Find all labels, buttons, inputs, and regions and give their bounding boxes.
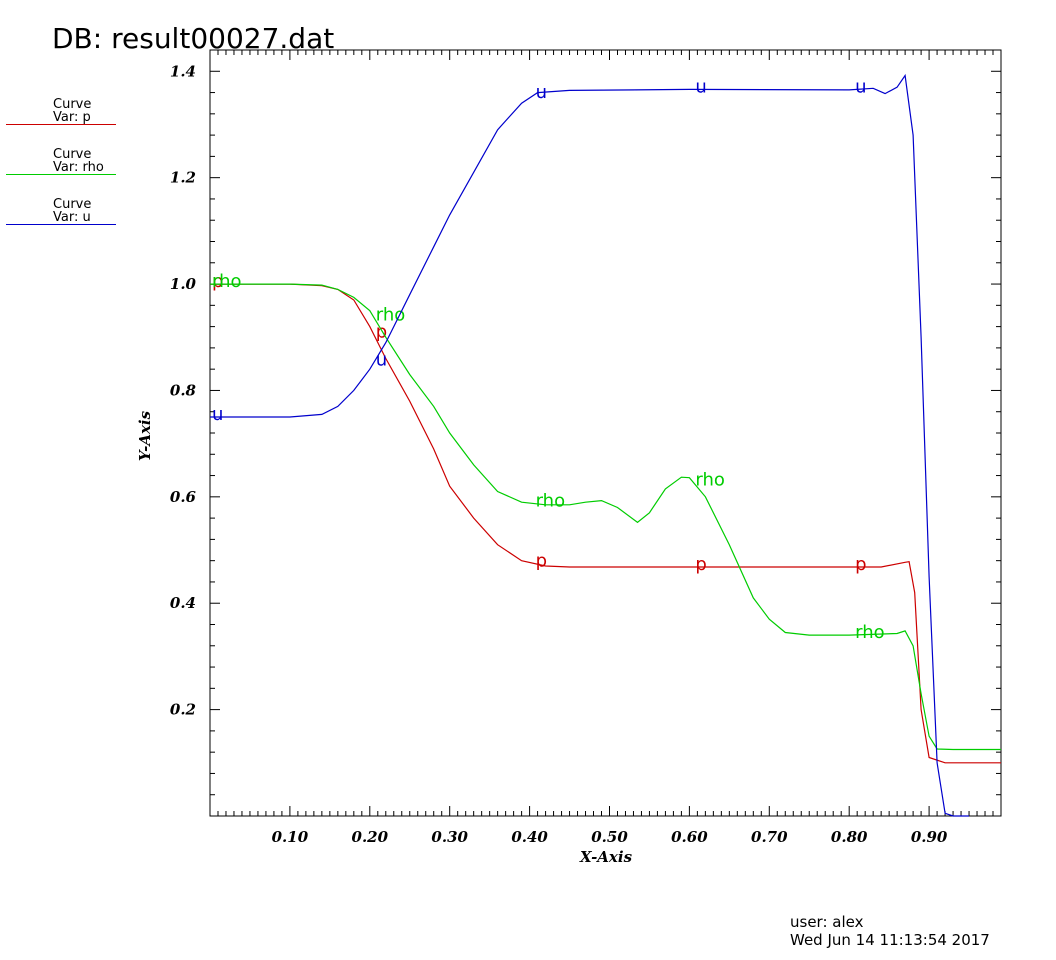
curve-marker-rho: rho bbox=[695, 469, 725, 490]
user-name: user: alex bbox=[790, 913, 864, 931]
legend-label-line1: Curve bbox=[53, 97, 92, 112]
series-line-u bbox=[210, 73, 969, 817]
curve-marker-u: u bbox=[855, 77, 866, 98]
legend-label-line2: Var: p bbox=[53, 110, 91, 125]
y-tick-label: 0.6 bbox=[170, 488, 197, 506]
y-tick-label: 0.2 bbox=[170, 701, 196, 719]
curve-marker-u: u bbox=[376, 350, 387, 371]
series-line-p bbox=[210, 283, 1001, 764]
legend-swatch-rho bbox=[6, 174, 116, 175]
curve-marker-u: u bbox=[212, 404, 223, 425]
y-tick-label: 0.8 bbox=[170, 381, 197, 399]
curve-marker-rho: rho bbox=[376, 304, 406, 325]
x-tick-label: 0.50 bbox=[591, 828, 628, 846]
curve-marker-p: p bbox=[376, 322, 387, 343]
legend-entry-rho: Curve Var: rho bbox=[4, 148, 116, 182]
x-tick-label: 0.30 bbox=[431, 828, 468, 846]
x-tick-label: 0.40 bbox=[511, 828, 548, 846]
legend-swatch-u bbox=[6, 224, 116, 225]
plot-frame bbox=[209, 49, 1002, 817]
user-stamp: user: alex Wed Jun 14 11:13:54 2017 bbox=[790, 913, 990, 949]
plot-axes: 0.10 0.20 0.30 0.40 0.50 0.60 0.70 0.80 0.90 0.2 0… bbox=[170, 49, 1002, 846]
x-tick-label: 0.80 bbox=[831, 828, 868, 846]
legend-label-line1: Curve bbox=[53, 197, 92, 212]
curve-marker-rho: rho bbox=[855, 622, 885, 643]
series-line-rho bbox=[210, 283, 1001, 751]
curve-marker-u: u bbox=[695, 76, 706, 97]
y-tick-label: 1.2 bbox=[170, 169, 196, 187]
y-tick-label: 1.4 bbox=[170, 62, 196, 80]
legend-label-line2: Var: rho bbox=[53, 160, 104, 175]
curve-marker-rho: rho bbox=[212, 271, 242, 292]
timestamp: Wed Jun 14 11:13:54 2017 bbox=[790, 931, 990, 949]
curve-marker-p: p bbox=[536, 550, 547, 571]
legend-label-line1: Curve bbox=[53, 147, 92, 162]
x-tick-label: 0.60 bbox=[671, 828, 708, 846]
legend-entry-u: Curve Var: u bbox=[4, 198, 116, 232]
curve-marker-p: p bbox=[212, 271, 223, 292]
y-axis-title: Y-Axis bbox=[136, 410, 154, 461]
y-tick-label: 1.0 bbox=[170, 275, 197, 293]
x-tick-label: 0.90 bbox=[911, 828, 948, 846]
legend-entry-p: Curve Var: p bbox=[4, 98, 116, 132]
y-tick-label: 0.4 bbox=[170, 594, 196, 612]
legend-swatch-p bbox=[6, 124, 116, 125]
curve-marker-p: p bbox=[855, 554, 866, 575]
legend-label-line2: Var: u bbox=[53, 210, 91, 225]
curve-marker-u: u bbox=[536, 82, 547, 103]
curve-marker-rho: rho bbox=[536, 490, 566, 511]
x-axis-title: X-Axis bbox=[579, 848, 633, 866]
curve-marker-p: p bbox=[695, 554, 706, 575]
x-tick-label: 0.20 bbox=[352, 828, 389, 846]
x-tick-label: 0.10 bbox=[272, 828, 309, 846]
x-tick-label: 0.70 bbox=[751, 828, 788, 846]
